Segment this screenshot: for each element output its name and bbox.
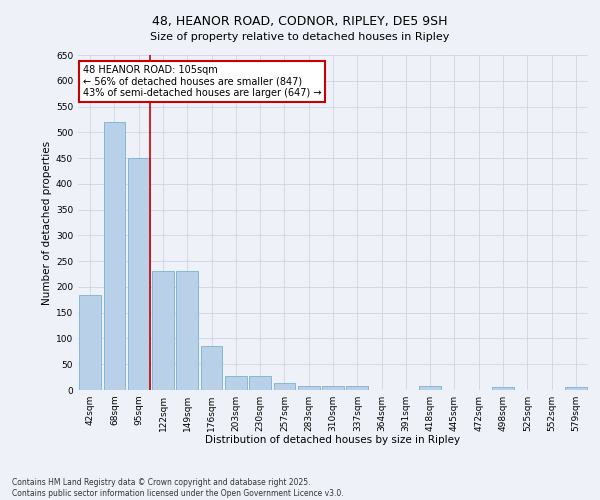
- Bar: [249, 376, 271, 390]
- Bar: [565, 388, 587, 390]
- Text: 48, HEANOR ROAD, CODNOR, RIPLEY, DE5 9SH: 48, HEANOR ROAD, CODNOR, RIPLEY, DE5 9SH: [152, 15, 448, 28]
- Bar: [104, 122, 125, 390]
- Bar: [322, 386, 344, 390]
- Y-axis label: Number of detached properties: Number of detached properties: [42, 140, 52, 304]
- Bar: [298, 386, 320, 390]
- Bar: [176, 272, 198, 390]
- Bar: [492, 388, 514, 390]
- Bar: [79, 294, 101, 390]
- Bar: [152, 272, 174, 390]
- Text: Contains HM Land Registry data © Crown copyright and database right 2025.
Contai: Contains HM Land Registry data © Crown c…: [12, 478, 344, 498]
- X-axis label: Distribution of detached houses by size in Ripley: Distribution of detached houses by size …: [205, 436, 461, 446]
- Text: 48 HEANOR ROAD: 105sqm
← 56% of detached houses are smaller (847)
43% of semi-de: 48 HEANOR ROAD: 105sqm ← 56% of detached…: [83, 65, 322, 98]
- Bar: [346, 386, 368, 390]
- Bar: [128, 158, 149, 390]
- Bar: [274, 384, 295, 390]
- Text: Size of property relative to detached houses in Ripley: Size of property relative to detached ho…: [151, 32, 449, 42]
- Bar: [200, 346, 223, 390]
- Bar: [419, 386, 441, 390]
- Bar: [225, 376, 247, 390]
